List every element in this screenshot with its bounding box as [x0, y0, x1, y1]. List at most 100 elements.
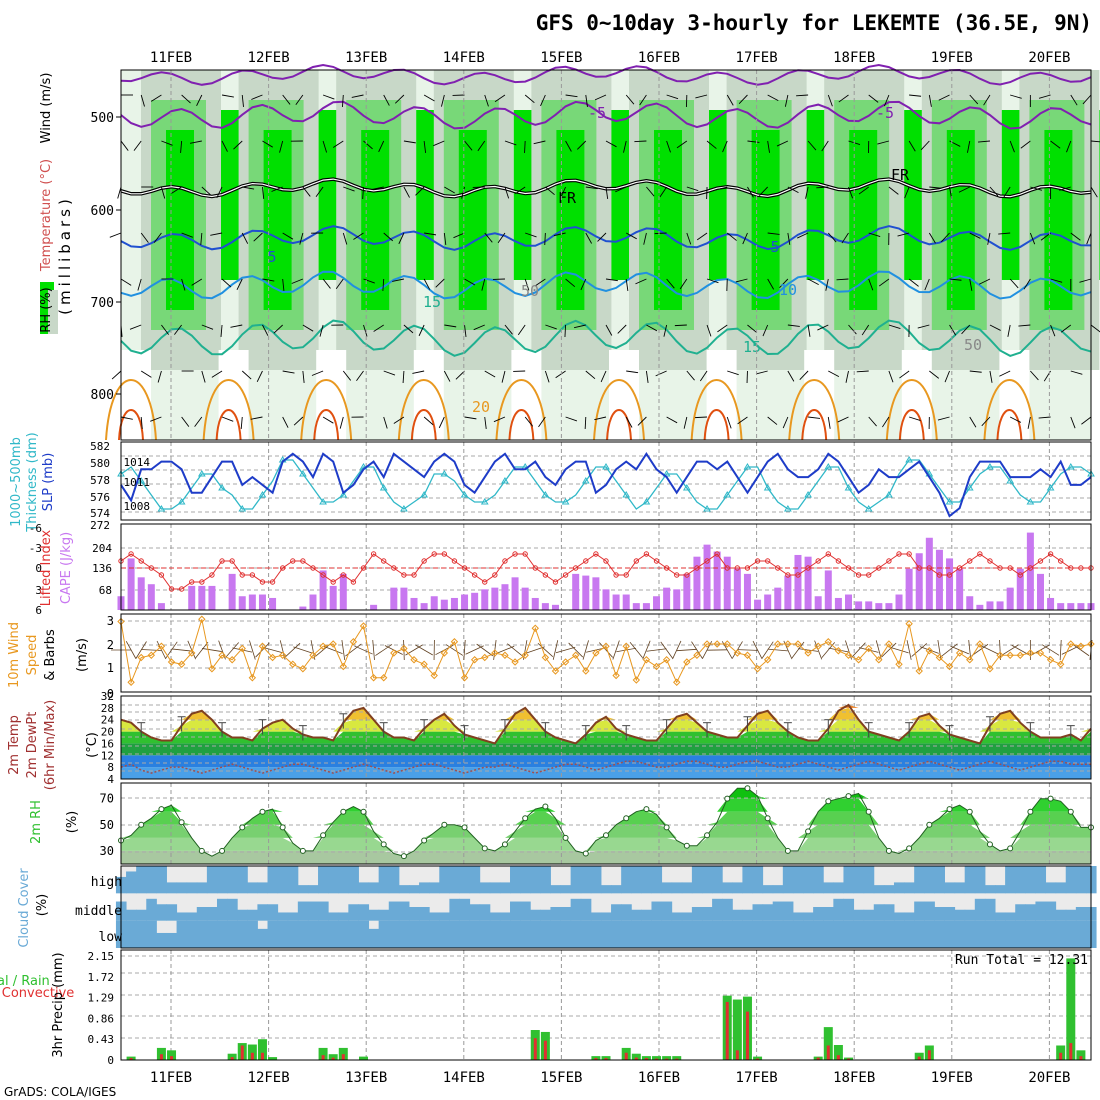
- wind-barb: [597, 232, 607, 242]
- rh2m-panel: 70 50 30: [100, 782, 1094, 865]
- li-point: [189, 579, 195, 585]
- li-point: [512, 551, 518, 557]
- cape-bar: [925, 537, 933, 610]
- wind-barb: [363, 278, 375, 284]
- cloud-low-cell: [803, 920, 814, 948]
- li-point: [310, 565, 316, 571]
- li-point: [714, 551, 720, 557]
- convective-bar: [917, 1056, 921, 1060]
- cloud-low-cell: [429, 920, 440, 948]
- cloud-low-cell: [257, 928, 269, 948]
- cloud-cell: [661, 901, 673, 921]
- wind-barb: [881, 642, 897, 658]
- cloud-low-cell: [833, 920, 844, 948]
- convective-bar: [624, 1052, 628, 1060]
- wind-barb: [877, 140, 890, 145]
- wind-barb: [989, 324, 1001, 331]
- cloud-cell: [530, 909, 541, 921]
- cloud-cell: [691, 907, 703, 921]
- cloud-cell: [732, 882, 743, 894]
- cloud-cell: [752, 904, 764, 921]
- cloud-cell: [611, 885, 622, 894]
- upper-frame: [120, 69, 1092, 441]
- li-point: [350, 579, 357, 585]
- rh-point: [582, 850, 589, 857]
- wind-barb: [767, 648, 788, 652]
- slp-point: [541, 491, 550, 498]
- wind-barb: [201, 324, 214, 330]
- contour-20: [300, 379, 353, 441]
- li-line: [120, 553, 1091, 590]
- temp-unit: (°C): [85, 732, 100, 758]
- wind-barb: [282, 94, 291, 105]
- wind-barb: [722, 140, 728, 153]
- wind-barb: [161, 324, 169, 335]
- li-point: [825, 551, 831, 557]
- wind-barb: [236, 278, 243, 290]
- cloud-cell: [176, 882, 188, 894]
- cloud-cell: [954, 882, 966, 894]
- cloud-cell: [1045, 901, 1057, 921]
- wind-barb: [983, 94, 991, 106]
- rh-point: [501, 841, 508, 848]
- wind-barb: [538, 416, 546, 428]
- cape-bar: [632, 603, 640, 610]
- cape-bar: [774, 587, 782, 610]
- wind-label-3: & Barbs: [43, 629, 58, 681]
- contour-label: -5: [876, 104, 894, 122]
- wind-barb: [438, 416, 445, 429]
- cloud-cell: [388, 866, 400, 894]
- cape-bar: [723, 556, 731, 610]
- cloud-cell: [439, 866, 450, 894]
- wind-barb: [241, 232, 249, 244]
- cloud-low-cell: [570, 920, 582, 948]
- temp-band: [121, 707, 1091, 720]
- cloud-cell: [287, 866, 299, 894]
- cloud-cell: [348, 866, 359, 894]
- cloud-low-cell: [520, 920, 531, 948]
- wind-point: [834, 647, 843, 655]
- wind-barb: [555, 370, 566, 379]
- wind-barb: [412, 370, 425, 374]
- date-label-top: 13FEB: [345, 50, 387, 66]
- rh-tick: 50: [100, 818, 114, 832]
- wind-barb: [375, 644, 393, 656]
- cape-bar: [1047, 597, 1055, 610]
- li-point: [421, 558, 427, 564]
- wind-point: [966, 656, 974, 664]
- li-point: [1068, 565, 1074, 571]
- wind-barb: [291, 278, 304, 284]
- cape-bar: [511, 577, 519, 610]
- contour-label: FR: [891, 166, 910, 184]
- cape-bar: [754, 599, 762, 610]
- wind-barb: [646, 324, 658, 332]
- rh-band: [1044, 130, 1073, 310]
- wind-barb: [796, 94, 809, 97]
- slp-point: [157, 505, 166, 512]
- wind-barb: [828, 370, 840, 378]
- wind-barb: [958, 186, 970, 193]
- date-label-top: 14FEB: [443, 50, 485, 66]
- wind-barb: [878, 278, 890, 287]
- cloud-cell: [843, 898, 855, 921]
- wind-barb: [856, 370, 869, 373]
- pressure-tick: 800: [91, 388, 114, 403]
- wind-barb: [1050, 140, 1061, 149]
- li-point: [502, 558, 508, 564]
- li-point: [360, 565, 367, 571]
- wind-barb: [382, 278, 385, 292]
- wind-barb: [938, 94, 950, 101]
- precip-label-3: 3hr Precip (mm): [51, 952, 66, 1057]
- wind-point: [784, 640, 792, 648]
- cloud-cell: [136, 866, 147, 894]
- wind-barb: [302, 324, 314, 332]
- li-point: [603, 558, 609, 564]
- cape-bar: [147, 584, 155, 610]
- wind-barb: [135, 641, 147, 659]
- convective-bar: [847, 1058, 850, 1060]
- cloud-cell: [580, 866, 592, 894]
- wind-point: [157, 642, 166, 650]
- cloud-low-cell: [722, 920, 733, 948]
- wind-barb: [293, 646, 313, 654]
- slp-tick: 1011: [124, 476, 151, 489]
